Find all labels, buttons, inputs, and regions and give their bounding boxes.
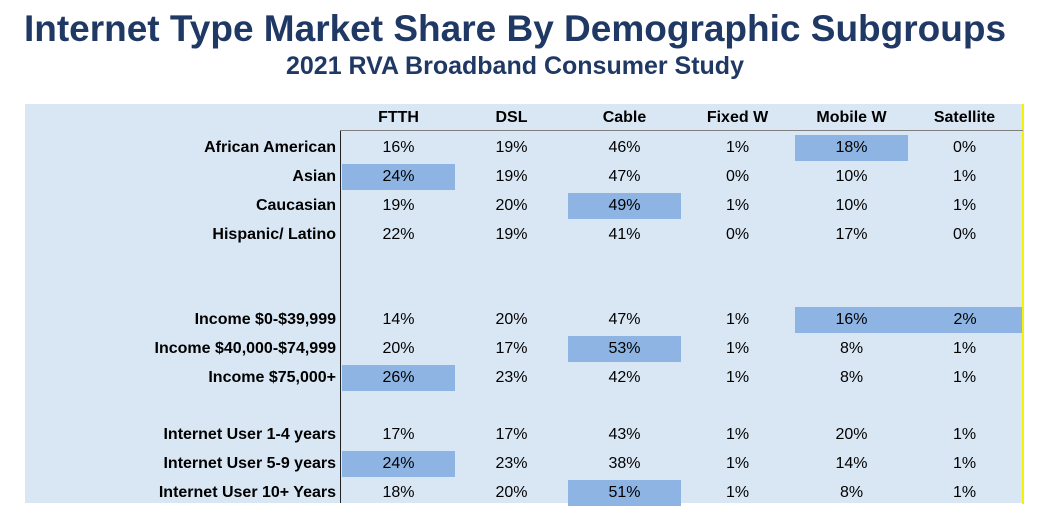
table-cell: 20% <box>835 426 868 443</box>
table-cell: 1% <box>952 455 977 472</box>
table-cell-highlighted: 2% <box>908 307 1022 333</box>
table-cell: 1% <box>725 369 750 386</box>
table-cell: 46% <box>608 139 641 156</box>
row-label: Hispanic/ Latino <box>212 226 336 243</box>
table-cell: 8% <box>839 340 864 357</box>
column-header-satellite: Satellite <box>933 109 996 126</box>
table-cell: 17% <box>495 426 528 443</box>
table-cell: 20% <box>382 340 415 357</box>
table-cell: 23% <box>495 369 528 386</box>
table-cell: 1% <box>952 168 977 185</box>
table-cell: 1% <box>952 369 977 386</box>
table-cell-highlighted: 26% <box>342 365 455 391</box>
table-cell: 19% <box>495 168 528 185</box>
table-cell: 1% <box>725 197 750 214</box>
table-cell: 20% <box>495 484 528 501</box>
row-label: Income $40,000-$74,999 <box>154 340 336 357</box>
table-cell: 14% <box>835 455 868 472</box>
row-label: Asian <box>292 168 336 185</box>
table-cell-highlighted: 18% <box>795 135 908 161</box>
table-cell: 19% <box>382 197 415 214</box>
table-cell: 1% <box>725 455 750 472</box>
table-cell: 1% <box>725 340 750 357</box>
table-cell-highlighted: 53% <box>568 336 681 362</box>
table-cell: 8% <box>839 369 864 386</box>
table-cell: 17% <box>495 340 528 357</box>
label-divider <box>340 131 341 503</box>
table-cell: 0% <box>952 226 977 243</box>
panel-edge-line <box>1022 104 1024 504</box>
table-cell: 42% <box>608 369 641 386</box>
column-header-mobile-w: Mobile W <box>816 109 887 126</box>
table-cell: 0% <box>952 139 977 156</box>
table-cell: 1% <box>952 426 977 443</box>
table-cell: 19% <box>495 139 528 156</box>
table-cell: 43% <box>608 426 641 443</box>
table-cell: 20% <box>495 197 528 214</box>
row-label: Caucasian <box>255 197 336 214</box>
table-cell: 10% <box>835 197 868 214</box>
table-cell-highlighted: 51% <box>568 480 681 506</box>
table-cell: 23% <box>495 455 528 472</box>
table-cell: 1% <box>725 311 750 328</box>
row-label: Income $0-$39,999 <box>194 311 336 328</box>
table-cell: 18% <box>382 484 415 501</box>
table-cell: 0% <box>725 168 750 185</box>
table-cell: 17% <box>382 426 415 443</box>
table-cell-highlighted: 24% <box>342 451 455 477</box>
table-cell: 38% <box>608 455 641 472</box>
table-cell-highlighted: 49% <box>568 193 681 219</box>
table-cell: 1% <box>952 484 977 501</box>
table-cell: 19% <box>495 226 528 243</box>
table-panel <box>25 104 1022 503</box>
header-rule <box>340 130 1023 131</box>
table-cell: 17% <box>835 226 868 243</box>
table-cell: 14% <box>382 311 415 328</box>
table-cell: 1% <box>952 340 977 357</box>
column-header-cable: Cable <box>602 109 647 126</box>
table-cell-highlighted: 16% <box>795 307 908 333</box>
page-title: Internet Type Market Share By Demographi… <box>23 8 1007 49</box>
column-header-fixed-w: Fixed W <box>706 109 769 126</box>
table-cell: 1% <box>952 197 977 214</box>
column-header-dsl: DSL <box>495 109 528 126</box>
table-cell: 41% <box>608 226 641 243</box>
row-label: Internet User 5-9 years <box>163 455 336 472</box>
table-cell: 8% <box>839 484 864 501</box>
table-cell: 1% <box>725 139 750 156</box>
table-cell: 47% <box>608 311 641 328</box>
table-cell: 0% <box>725 226 750 243</box>
table-cell: 16% <box>382 139 415 156</box>
table-cell-highlighted: 24% <box>342 164 455 190</box>
table-cell: 47% <box>608 168 641 185</box>
table-cell: 10% <box>835 168 868 185</box>
column-header-ftth: FTTH <box>378 109 419 126</box>
row-label: African American <box>204 139 336 156</box>
row-label: Income $75,000+ <box>208 369 336 386</box>
row-label: Internet User 1-4 years <box>163 426 336 443</box>
table-cell: 22% <box>382 226 415 243</box>
table-cell: 1% <box>725 484 750 501</box>
page-subtitle: 2021 RVA Broadband Consumer Study <box>286 52 744 80</box>
table-cell: 20% <box>495 311 528 328</box>
table-cell: 1% <box>725 426 750 443</box>
row-label: Internet User 10+ Years <box>158 484 336 501</box>
